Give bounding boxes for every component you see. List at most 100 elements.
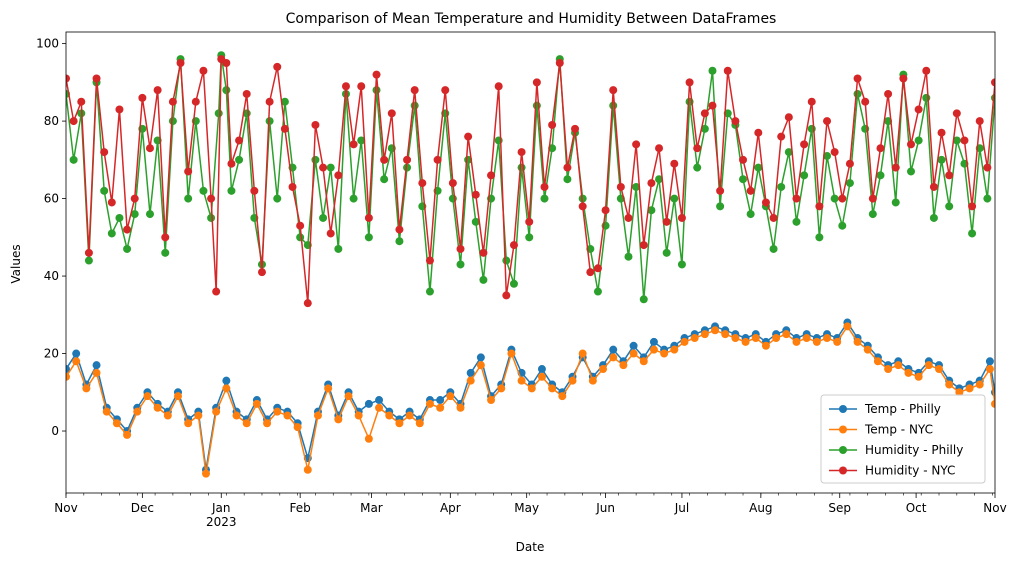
- data-point-humidity-philly: [823, 151, 832, 160]
- data-point-humidity-philly: [123, 244, 132, 253]
- data-point-humidity-nyc: [769, 213, 778, 222]
- data-point-humidity-nyc: [212, 287, 221, 296]
- data-point-humidity-nyc: [639, 241, 648, 250]
- data-point-humidity-nyc: [830, 148, 839, 157]
- x-tick-label: Apr: [440, 501, 461, 515]
- data-point-temp-nyc: [82, 384, 91, 393]
- legend-label: Humidity - NYC: [865, 464, 955, 478]
- data-point-humidity-nyc: [815, 202, 824, 211]
- data-point-humidity-nyc: [662, 217, 671, 226]
- data-point-humidity-nyc: [168, 97, 177, 106]
- data-point-humidity-philly: [273, 194, 282, 203]
- y-tick-label: 100: [36, 37, 59, 51]
- data-point-humidity-nyc: [303, 299, 312, 308]
- data-point-temp-nyc: [72, 357, 81, 366]
- data-point-humidity-philly: [69, 155, 78, 164]
- data-point-humidity-nyc: [609, 86, 618, 95]
- data-point-temp-nyc: [751, 334, 760, 343]
- data-point-temp-philly: [649, 337, 658, 346]
- data-point-temp-nyc: [711, 326, 720, 335]
- data-point-humidity-nyc: [372, 70, 381, 79]
- data-point-humidity-philly: [754, 163, 763, 172]
- data-point-humidity-philly: [708, 66, 717, 75]
- data-point-humidity-philly: [456, 260, 465, 269]
- x-tick-label: Feb: [290, 501, 311, 515]
- data-point-humidity-nyc: [792, 194, 801, 203]
- data-point-temp-philly: [466, 368, 475, 377]
- x-tick-label: May: [514, 501, 539, 515]
- data-point-humidity-nyc: [899, 74, 908, 83]
- data-point-humidity-nyc: [509, 241, 518, 250]
- data-point-humidity-philly: [677, 260, 686, 269]
- data-point-humidity-nyc: [700, 109, 709, 118]
- data-point-humidity-nyc: [77, 97, 86, 106]
- data-point-temp-nyc: [761, 341, 770, 350]
- legend-entry-temp-nyc: Temp - NYC: [829, 423, 933, 437]
- data-point-humidity-nyc: [571, 124, 580, 133]
- data-point-temp-nyc: [293, 423, 302, 432]
- data-point-humidity-philly: [84, 256, 93, 265]
- x-tick-label: Jul: [674, 501, 689, 515]
- data-point-temp-nyc: [700, 330, 709, 339]
- data-point-humidity-nyc: [891, 163, 900, 172]
- data-point-humidity-philly: [868, 210, 877, 219]
- data-point-humidity-philly: [769, 244, 778, 253]
- data-point-humidity-nyc: [471, 190, 480, 199]
- data-point-humidity-nyc: [69, 117, 78, 126]
- data-point-temp-nyc: [102, 407, 111, 416]
- data-point-humidity-philly: [403, 163, 412, 172]
- data-point-temp-nyc: [863, 345, 872, 354]
- data-point-temp-nyc: [792, 337, 801, 346]
- data-point-humidity-nyc: [479, 248, 488, 257]
- y-tick-label: 20: [44, 347, 59, 361]
- data-point-humidity-nyc: [563, 163, 572, 172]
- data-point-humidity-nyc: [296, 221, 305, 230]
- data-point-humidity-philly: [349, 194, 358, 203]
- data-point-humidity-nyc: [161, 233, 170, 242]
- data-point-humidity-philly: [662, 248, 671, 257]
- data-point-humidity-philly: [326, 163, 335, 172]
- data-point-humidity-nyc: [288, 182, 297, 191]
- data-point-humidity-philly: [222, 86, 231, 95]
- data-point-temp-philly: [375, 396, 384, 405]
- series-temp-nyc: [66, 322, 995, 478]
- data-point-temp-nyc: [975, 380, 984, 389]
- data-point-humidity-philly: [425, 287, 434, 296]
- data-point-humidity-philly: [265, 117, 274, 126]
- data-point-humidity-nyc: [349, 140, 358, 149]
- data-point-humidity-philly: [502, 256, 511, 265]
- data-point-temp-nyc: [823, 334, 832, 343]
- data-point-humidity-nyc: [960, 136, 969, 145]
- data-point-humidity-nyc: [739, 155, 748, 164]
- data-point-temp-nyc: [578, 349, 587, 358]
- series-group: [66, 51, 995, 478]
- data-point-humidity-nyc: [983, 163, 992, 172]
- data-point-humidity-philly: [815, 233, 824, 242]
- data-point-humidity-nyc: [624, 213, 633, 222]
- data-point-humidity-nyc: [364, 213, 373, 222]
- data-point-humidity-nyc: [433, 155, 442, 164]
- data-point-humidity-philly: [830, 194, 839, 203]
- data-point-temp-nyc: [456, 403, 465, 412]
- data-point-humidity-nyc: [115, 105, 124, 114]
- data-point-temp-nyc: [153, 403, 162, 412]
- data-point-temp-nyc: [914, 372, 923, 381]
- data-point-humidity-philly: [655, 175, 664, 184]
- data-point-humidity-nyc: [670, 159, 679, 168]
- data-point-humidity-nyc: [525, 217, 534, 226]
- legend-label: Temp - Philly: [864, 402, 941, 416]
- data-point-temp-nyc: [853, 337, 862, 346]
- data-point-humidity-philly: [907, 167, 916, 176]
- data-point-humidity-nyc: [578, 202, 587, 211]
- data-point-temp-nyc: [558, 392, 567, 401]
- data-point-humidity-philly: [145, 210, 154, 219]
- data-point-temp-nyc: [242, 419, 251, 428]
- data-point-temp-nyc: [945, 380, 954, 389]
- data-point-temp-nyc: [173, 392, 182, 401]
- data-point-humidity-philly: [983, 194, 992, 203]
- data-point-temp-nyc: [904, 368, 913, 377]
- legend-marker: [839, 425, 847, 434]
- data-point-humidity-nyc: [968, 202, 977, 211]
- data-point-humidity-nyc: [456, 244, 465, 253]
- data-point-temp-nyc: [354, 411, 363, 420]
